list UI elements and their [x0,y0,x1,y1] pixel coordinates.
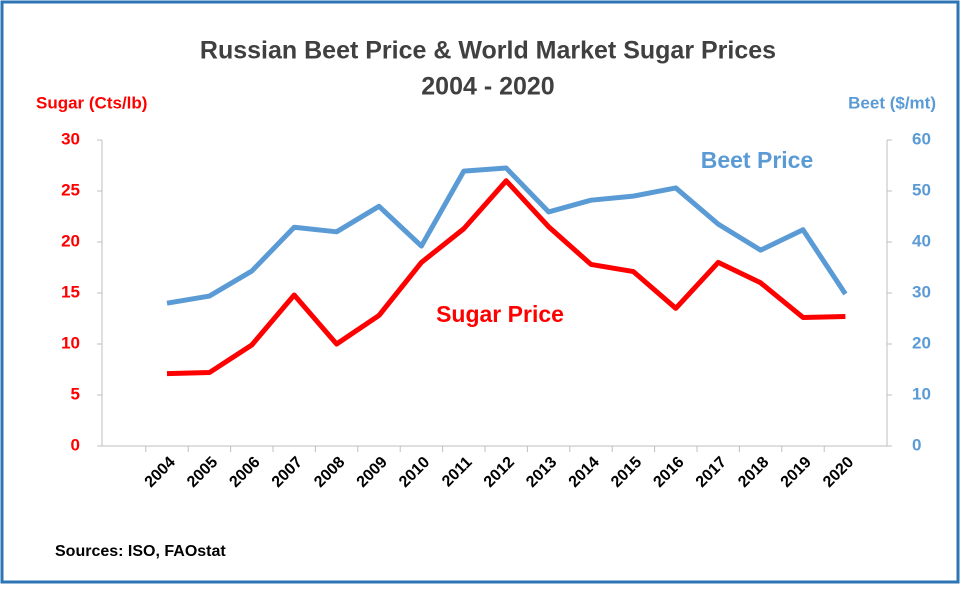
y2-tick-label: 60 [912,129,931,148]
chart-title: Russian Beet Price & World Market Sugar … [200,37,776,65]
y2-tick-label: 30 [912,282,931,301]
chart-subtitle: 2004 - 2020 [421,73,554,101]
y2-tick-label: 0 [912,435,921,454]
y-tick-label: 10 [61,333,80,352]
series-line [166,165,848,306]
y2-tick-label: 50 [912,180,931,199]
y2-axis-label: Beet ($/mt) [848,93,936,112]
y-tick-label: 25 [61,180,80,199]
y-tick-label: 5 [71,384,80,403]
y-tick-label: 30 [61,129,80,148]
y2-tick-label: 10 [912,384,931,403]
y-tick-label: 15 [61,282,80,301]
series-line [166,178,846,377]
y-tick-label: 0 [71,435,80,454]
source: Sources: ISO, FAOstat [55,543,226,560]
y2-tick-label: 20 [912,333,931,352]
y2-tick-label: 40 [912,231,931,250]
y-tick-label: 20 [61,231,80,250]
y-axis-label: Sugar (Cts/lb) [36,93,147,112]
series-label: Sugar Price [436,301,564,327]
series-label: Beet Price [701,147,814,173]
